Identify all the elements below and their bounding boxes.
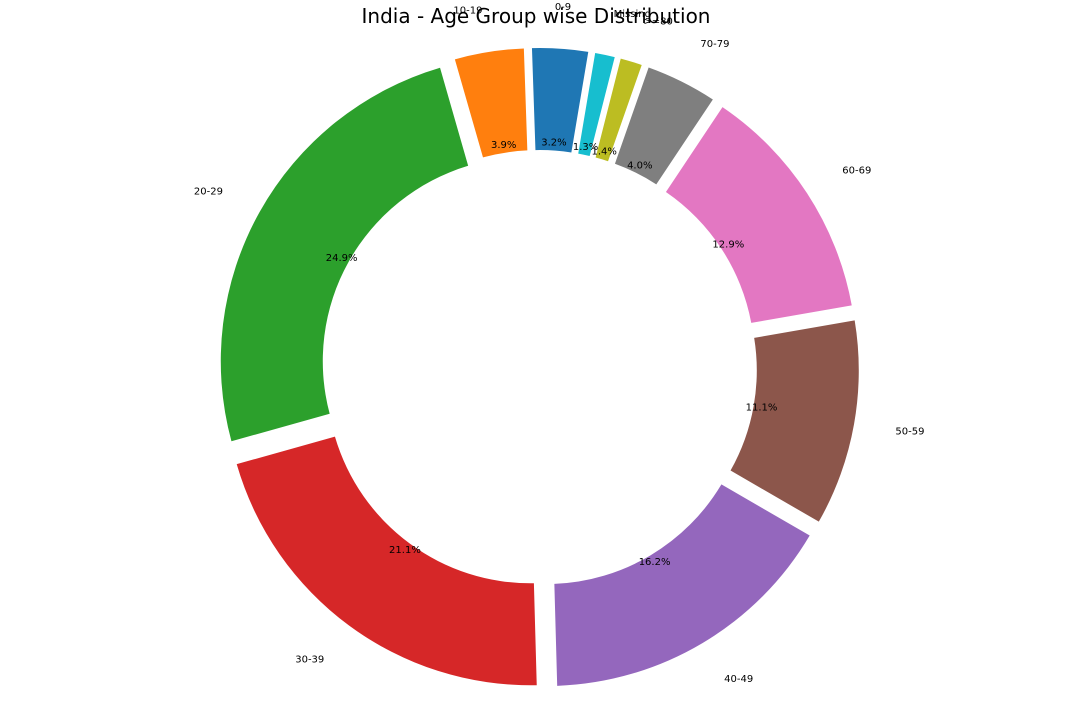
slice-10-19 (454, 48, 528, 158)
pct-label-20-29: 24.9% (326, 253, 358, 264)
labels-group: 24.9% 20-29 21.1% 30-39 16.2% 40-49 11.1% 50-59… (194, 2, 925, 685)
category-label-10-19: 10-19 (453, 5, 482, 16)
pct-label-missing: 1.3% (573, 142, 598, 153)
category-label-60-69: 60-69 (842, 165, 871, 176)
pct-label-30-39: 21.1% (389, 545, 421, 556)
category-label-20-29: 20-29 (194, 187, 223, 198)
slice-60-69 (665, 107, 852, 323)
slice-missing (578, 52, 615, 156)
slice-70-79 (614, 67, 713, 185)
pct-label-gte-80: 1.4% (591, 147, 616, 158)
pct-label-70-79: 4.0% (627, 161, 652, 172)
pct-label-40-49: 16.2% (639, 557, 671, 568)
chart-title: India - Age Group wise Distribution (361, 4, 711, 28)
slice-gte-80 (595, 58, 642, 162)
category-label-40-49: 40-49 (724, 674, 753, 685)
slice-0-9 (531, 48, 589, 153)
slice-40-49 (554, 484, 810, 686)
slice-50-59 (730, 320, 859, 522)
category-label-0-9: 0-9 (555, 2, 571, 13)
slice-30-39 (236, 436, 537, 686)
slices-group (220, 48, 859, 686)
category-label-30-39: 30-39 (295, 654, 324, 665)
pct-label-50-59: 11.1% (746, 403, 778, 414)
pct-label-10-19: 3.9% (491, 140, 516, 151)
pct-label-60-69: 12.9% (712, 240, 744, 251)
slice-20-29 (220, 67, 469, 442)
category-label-70-79: 70-79 (700, 39, 729, 50)
category-label-gte-80: >=80 (643, 16, 672, 27)
category-label-missing: Missing (614, 9, 651, 20)
category-label-50-59: 50-59 (895, 426, 924, 437)
pct-label-0-9: 3.2% (541, 137, 566, 148)
